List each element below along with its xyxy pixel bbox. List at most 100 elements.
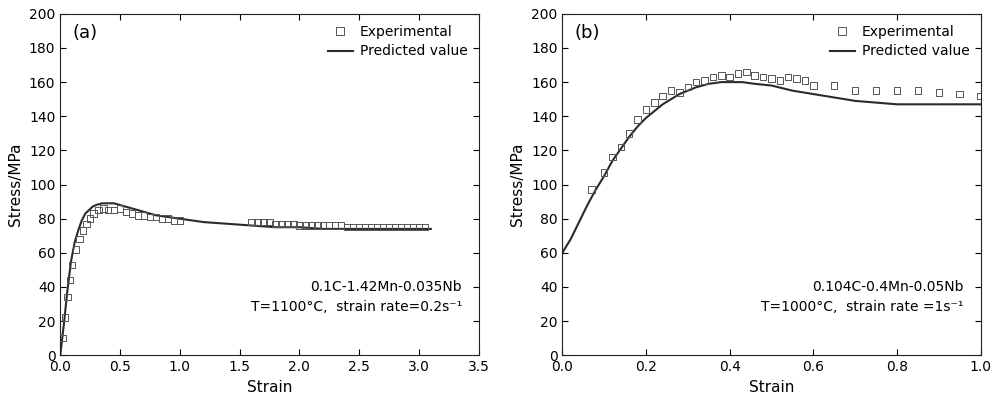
Point — [166, 217, 182, 224]
Point — [747, 72, 763, 79]
X-axis label: Strain: Strain — [749, 380, 794, 395]
Point — [267, 220, 283, 227]
Point — [154, 216, 170, 222]
Point — [613, 144, 629, 150]
Point — [321, 222, 337, 229]
Point — [363, 224, 379, 231]
Point — [255, 219, 271, 225]
Point — [805, 82, 821, 89]
Point — [59, 294, 75, 300]
Point — [399, 224, 415, 231]
Point — [868, 87, 884, 94]
Point — [638, 106, 654, 113]
Point — [79, 220, 95, 227]
Y-axis label: Stress/MPa: Stress/MPa — [510, 143, 525, 226]
Point — [730, 71, 746, 77]
Point — [789, 75, 805, 82]
Point — [86, 210, 102, 217]
Point — [327, 222, 343, 229]
Point — [847, 87, 863, 94]
Point — [763, 75, 779, 82]
Point — [136, 212, 152, 218]
Point — [142, 214, 158, 220]
Point — [621, 130, 637, 137]
Point — [584, 187, 600, 193]
Point — [118, 209, 134, 215]
Text: (a): (a) — [73, 24, 98, 42]
Point — [697, 77, 713, 84]
Point — [393, 224, 409, 231]
Point — [297, 222, 313, 229]
Point — [91, 207, 107, 213]
Point — [375, 224, 391, 231]
Point — [605, 154, 621, 160]
Point — [244, 219, 260, 225]
Point — [630, 116, 646, 123]
Point — [952, 91, 968, 97]
Text: (b): (b) — [575, 24, 600, 42]
Point — [931, 89, 947, 96]
Point — [369, 224, 385, 231]
Point — [112, 205, 128, 212]
Point — [405, 224, 421, 231]
Point — [172, 217, 188, 224]
Text: 0.104C-0.4Mn-0.05Nb
T=1000°C,  strain rate =1s⁻¹: 0.104C-0.4Mn-0.05Nb T=1000°C, strain rat… — [761, 280, 964, 314]
Point — [71, 236, 87, 242]
Point — [148, 214, 164, 220]
Point — [57, 314, 73, 321]
Point — [646, 100, 662, 106]
Point — [345, 224, 361, 231]
Point — [826, 82, 842, 89]
Point — [663, 87, 679, 94]
Point — [333, 222, 349, 229]
Point — [130, 212, 146, 218]
Point — [417, 224, 433, 231]
Point — [688, 79, 704, 85]
Point — [82, 216, 98, 222]
Text: 0.1C-1.42Mn-0.035Nb
T=1100°C,  strain rate=0.2s⁻¹: 0.1C-1.42Mn-0.035Nb T=1100°C, strain rat… — [251, 280, 462, 314]
Point — [705, 74, 721, 80]
Point — [755, 74, 771, 80]
Point — [303, 222, 319, 229]
Point — [357, 224, 373, 231]
Point — [273, 220, 289, 227]
Point — [772, 77, 788, 84]
Point — [381, 224, 397, 231]
Point — [309, 222, 325, 229]
Point — [62, 277, 78, 283]
Point — [100, 207, 116, 213]
Point — [738, 69, 754, 75]
Point — [160, 216, 176, 222]
Point — [291, 222, 307, 229]
Point — [671, 89, 687, 96]
Point — [285, 220, 301, 227]
Legend: Experimental, Predicted value: Experimental, Predicted value — [826, 21, 974, 63]
Point — [64, 262, 80, 268]
Point — [351, 224, 367, 231]
Point — [889, 87, 905, 94]
Point — [95, 205, 111, 212]
Point — [411, 224, 427, 231]
Point — [797, 77, 813, 84]
Point — [655, 93, 671, 99]
Point — [75, 227, 91, 234]
Point — [722, 74, 738, 80]
Point — [780, 74, 796, 80]
Point — [680, 84, 696, 90]
Point — [973, 93, 989, 99]
Point — [124, 210, 140, 217]
Point — [315, 222, 331, 229]
Point — [249, 219, 265, 225]
Point — [596, 169, 612, 176]
Y-axis label: Stress/MPa: Stress/MPa — [8, 143, 23, 226]
Point — [106, 207, 122, 213]
Point — [910, 87, 926, 94]
Point — [713, 72, 729, 79]
X-axis label: Strain: Strain — [247, 380, 292, 395]
Point — [55, 335, 71, 341]
Point — [68, 246, 84, 253]
Legend: Experimental, Predicted value: Experimental, Predicted value — [324, 21, 472, 63]
Point — [339, 224, 355, 231]
Point — [279, 220, 295, 227]
Point — [261, 219, 277, 225]
